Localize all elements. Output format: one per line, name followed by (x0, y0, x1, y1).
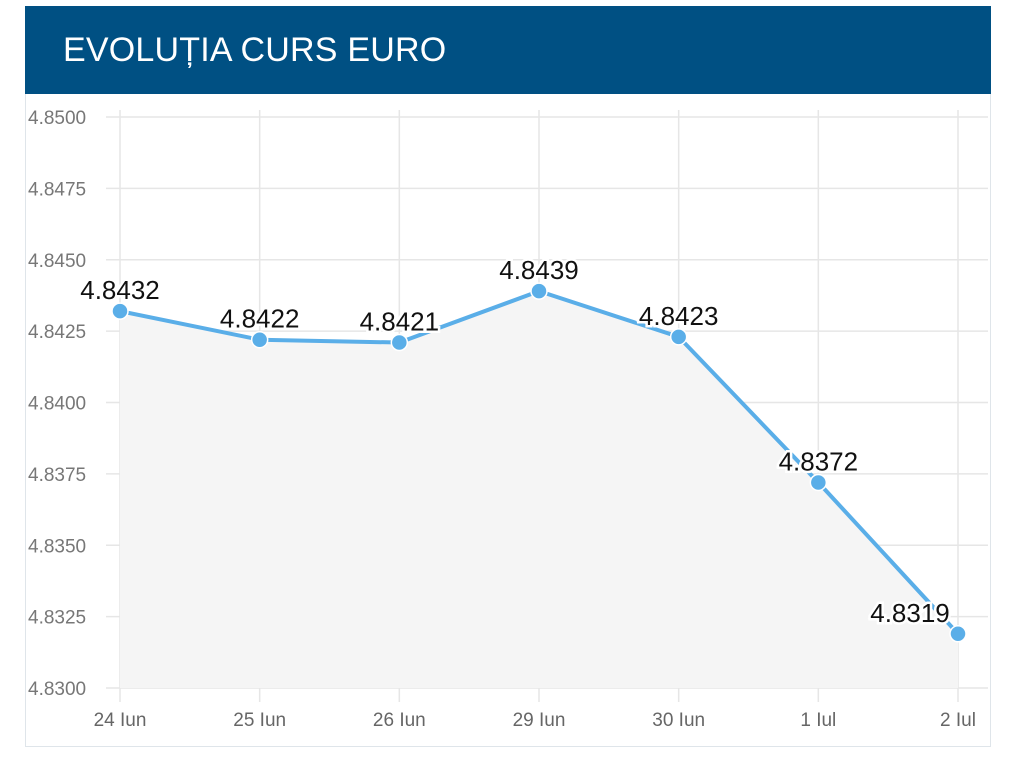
point-layer (111, 282, 967, 643)
data-label: 4.8422 (220, 304, 300, 334)
chart-title: EVOLUȚIA CURS EURO (63, 30, 447, 69)
y-tick-label: 4.8400 (28, 394, 86, 415)
data-label: 4.8421 (360, 307, 440, 337)
data-point[interactable] (669, 328, 688, 346)
x-tick-label: 24 Iun (94, 710, 147, 731)
data-label: 4.8319 (870, 598, 950, 628)
x-tick-label: 2 Iul (940, 710, 976, 731)
x-tick-label: 25 Iun (233, 710, 286, 731)
x-tick-label: 29 Iun (513, 710, 566, 731)
y-tick-label: 4.8450 (28, 251, 86, 272)
data-point[interactable] (111, 302, 129, 320)
data-point[interactable] (809, 473, 828, 492)
y-tick-label: 4.8350 (28, 536, 86, 557)
area-layer (120, 291, 958, 688)
x-tick-label: 30 Iun (652, 710, 705, 731)
data-point[interactable] (530, 282, 548, 300)
data-label: 4.8432 (80, 275, 160, 305)
label-layer: 4.8432 4.8422 4.8421 4.8439 4.8423 4.8372 4.83… (78, 253, 953, 631)
y-tick-label: 4.8475 (28, 179, 86, 200)
data-label: 4.8372 (779, 446, 859, 476)
y-tick-label: 4.8375 (28, 465, 86, 486)
data-point[interactable] (250, 330, 269, 349)
x-tick-label: 1 Iul (800, 710, 836, 731)
chart-header: EVOLUȚIA CURS EURO (25, 6, 991, 94)
y-tick-label: 4.8325 (28, 608, 86, 629)
x-tick-label: 26 Iun (373, 710, 426, 731)
axis-layer: 4.8500 4.8475 4.8450 4.8425 4.8400 4.8375 4.83… (28, 108, 976, 731)
data-label: 4.8423 (639, 301, 719, 331)
area-fill (120, 291, 958, 688)
data-point[interactable] (390, 333, 409, 352)
y-tick-label: 4.8300 (28, 679, 86, 700)
y-tick-label: 4.8425 (28, 322, 86, 343)
data-point[interactable] (949, 625, 967, 643)
data-label: 4.8439 (499, 255, 579, 285)
y-tick-label: 4.8500 (28, 108, 86, 129)
